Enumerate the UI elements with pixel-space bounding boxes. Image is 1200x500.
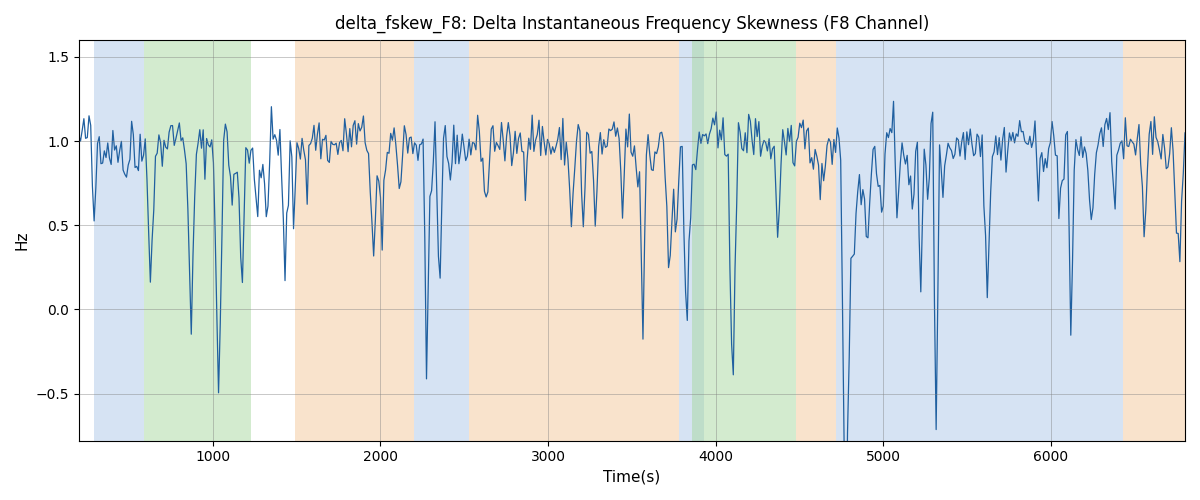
Bar bbox=[295, 40, 414, 440]
X-axis label: Time(s): Time(s) bbox=[604, 470, 660, 485]
Bar bbox=[796, 40, 836, 440]
Bar bbox=[469, 40, 679, 440]
Bar bbox=[836, 40, 1098, 440]
Title: delta_fskew_F8: Delta Instantaneous Frequency Skewness (F8 Channel): delta_fskew_F8: Delta Instantaneous Freq… bbox=[335, 15, 929, 34]
Y-axis label: Hz: Hz bbox=[14, 230, 30, 250]
Bar bbox=[144, 40, 252, 440]
Bar bbox=[414, 40, 469, 440]
Bar bbox=[682, 40, 704, 440]
Bar bbox=[94, 40, 144, 440]
Bar bbox=[1098, 40, 1123, 440]
Bar bbox=[679, 40, 682, 440]
Bar bbox=[1123, 40, 1184, 440]
Bar bbox=[692, 40, 796, 440]
